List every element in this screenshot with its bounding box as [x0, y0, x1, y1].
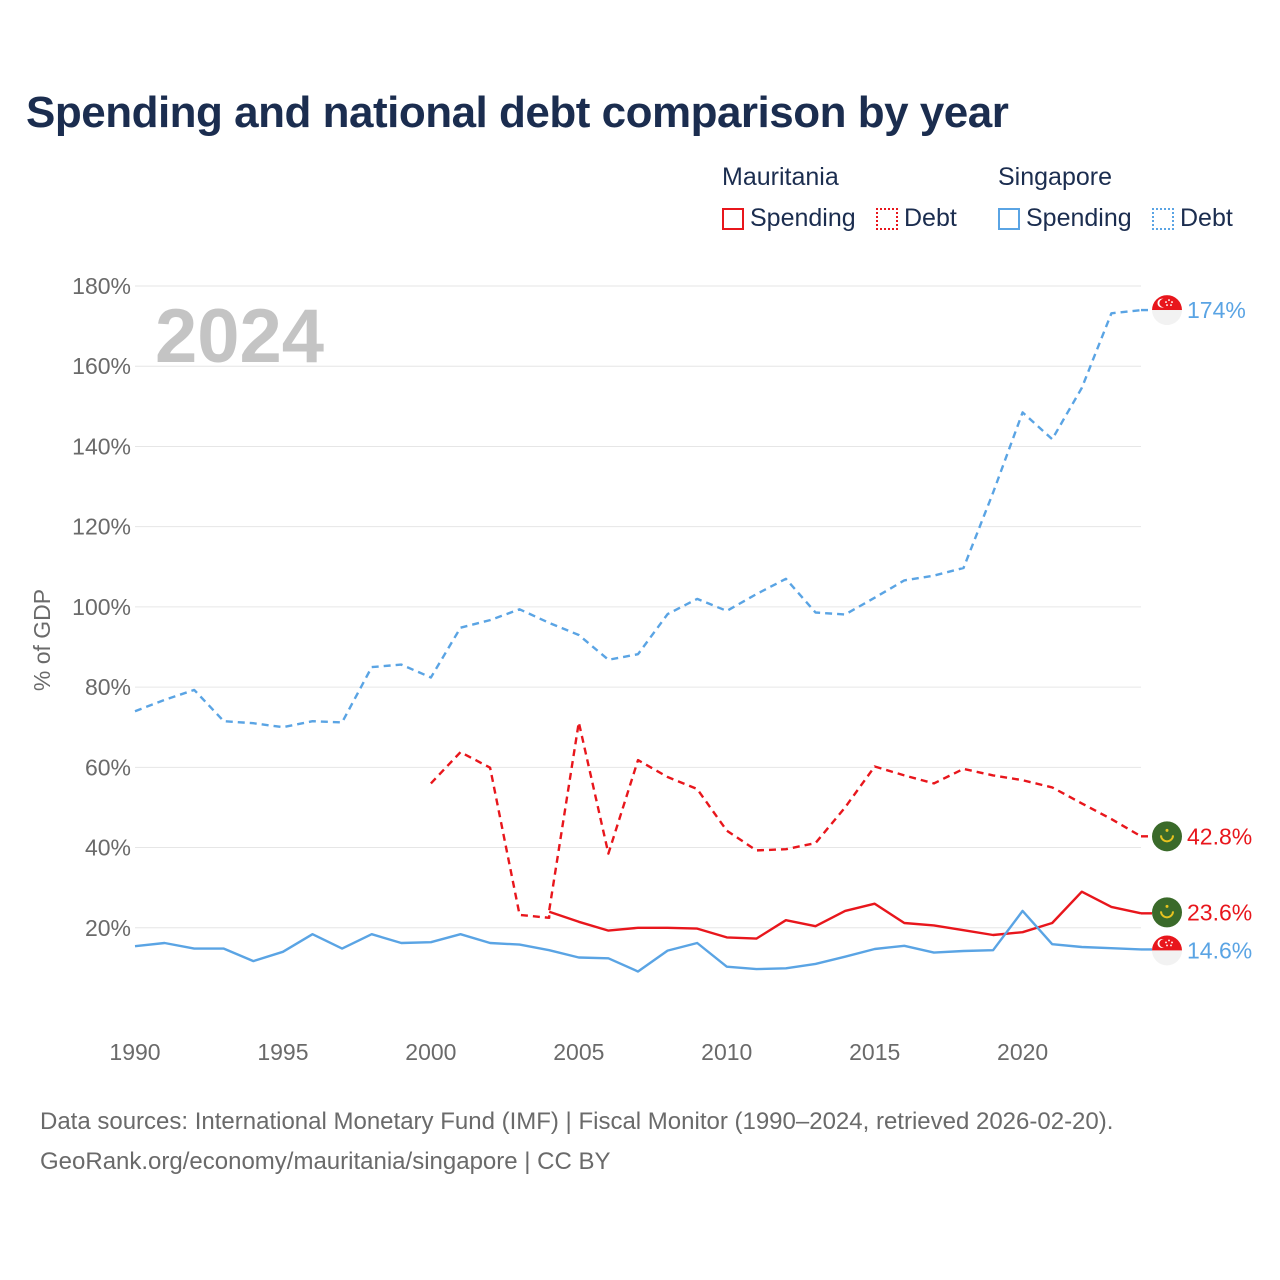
end-value-label: 23.6% — [1187, 899, 1252, 925]
chart-title: Spending and national debt comparison by… — [26, 88, 1009, 137]
legend-swatch-solid-blue — [998, 207, 1020, 230]
mauritania-flag-icon — [1152, 821, 1182, 852]
y-axis-label: % of GDP — [29, 589, 55, 691]
x-tick-label: 2000 — [405, 1039, 456, 1065]
legend-singapore-debt[interactable]: Debt — [1152, 204, 1233, 233]
y-tick-label: 80% — [85, 674, 131, 700]
y-tick-label: 60% — [85, 754, 131, 780]
y-tick-label: 180% — [72, 273, 131, 299]
x-tick-label: 2015 — [849, 1039, 900, 1065]
end-value-label: 14.6% — [1187, 937, 1252, 963]
series-line-singapore-spending[interactable] — [134, 909, 1142, 973]
legend-swatch-dotted-blue — [1152, 207, 1174, 230]
x-tick-label: 2005 — [553, 1039, 604, 1065]
legend-label: Debt — [904, 204, 957, 232]
series-line-mauritania-spending[interactable] — [548, 890, 1142, 940]
end-markers: 174% 42.8% 23.6% 14.6% — [1141, 295, 1252, 966]
y-tick-label: 20% — [85, 915, 131, 941]
y-tick-label: 40% — [85, 835, 131, 861]
singapore-flag-icon — [1152, 935, 1182, 966]
legend-label: Spending — [1026, 204, 1132, 232]
source-line-2[interactable]: GeoRank.org/economy/mauritania/singapore… — [40, 1148, 611, 1175]
series-line-singapore-debt[interactable] — [134, 308, 1142, 729]
y-tick-label: 140% — [72, 433, 131, 459]
x-tick-label: 2010 — [701, 1039, 752, 1065]
legend-swatch-dotted-red — [876, 207, 898, 230]
x-tick-label: 2020 — [997, 1039, 1048, 1065]
source-line-1: Data sources: International Monetary Fun… — [40, 1108, 1114, 1135]
legend-mauritania-debt[interactable]: Debt — [876, 204, 957, 233]
end-value-label: 174% — [1187, 297, 1246, 323]
series-lines — [134, 308, 1142, 973]
legend-group-singapore: Singapore — [998, 163, 1112, 191]
legend-label: Spending — [750, 204, 856, 232]
year-watermark: 2024 — [155, 294, 324, 379]
legend-swatch-solid-red — [722, 207, 744, 230]
y-tick-label: 120% — [72, 514, 131, 540]
x-axis-ticks: 1990 1995 2000 2005 2010 2015 2020 — [109, 1039, 1048, 1065]
gridlines — [135, 285, 1141, 929]
x-tick-label: 1995 — [257, 1039, 308, 1065]
x-tick-label: 1990 — [109, 1039, 160, 1065]
legend-mauritania-spending[interactable]: Spending — [722, 204, 856, 233]
y-tick-label: 160% — [72, 353, 131, 379]
y-tick-label: 100% — [72, 594, 131, 620]
legend-label: Debt — [1180, 204, 1233, 232]
mauritania-flag-icon — [1152, 897, 1182, 928]
singapore-flag-icon — [1152, 295, 1182, 326]
legend-group-mauritania: Mauritania — [722, 163, 839, 191]
y-axis-ticks: 20% 40% 60% 80% 100% 120% 140% 160% 180% — [72, 273, 131, 941]
legend-singapore-spending[interactable]: Spending — [998, 204, 1132, 233]
end-value-label: 42.8% — [1187, 823, 1252, 849]
series-line-mauritania-debt[interactable] — [430, 721, 1142, 919]
